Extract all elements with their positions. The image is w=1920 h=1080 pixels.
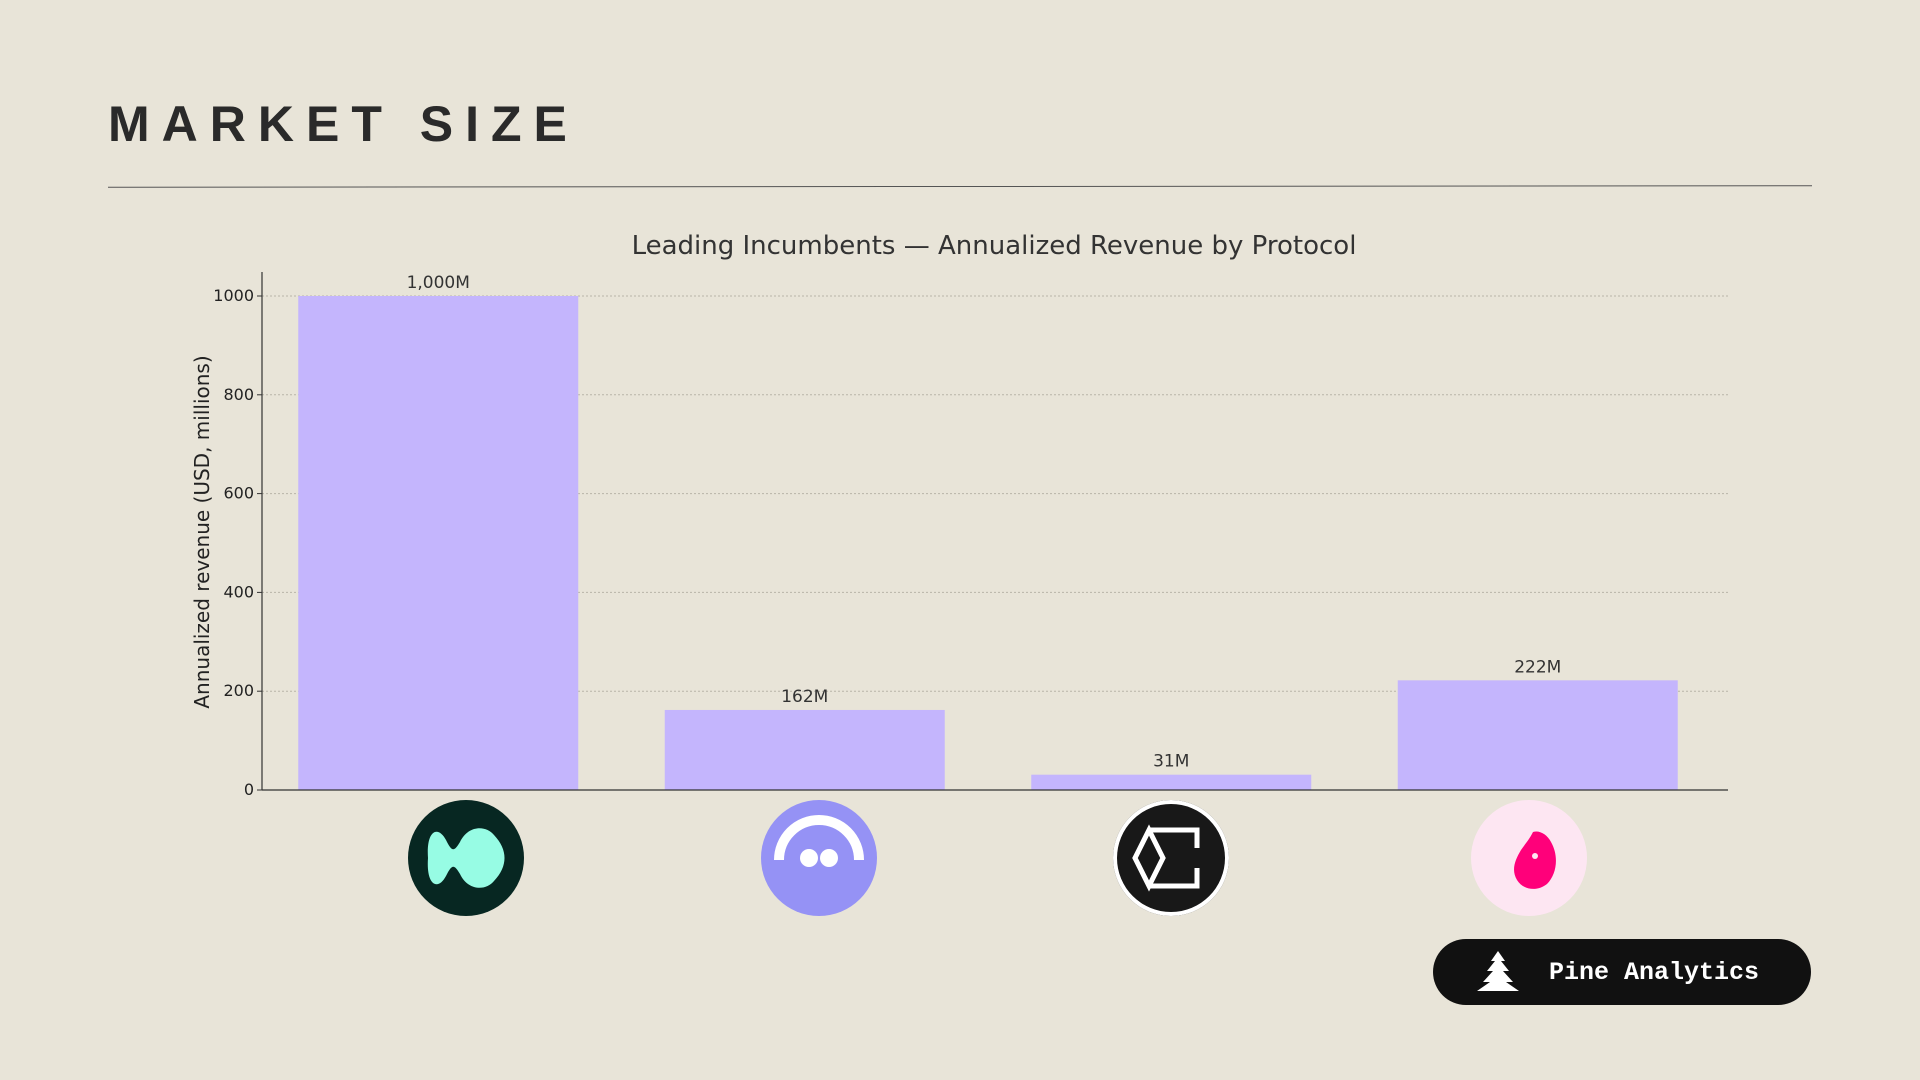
bar-ethena bbox=[1031, 774, 1312, 790]
pine-tree-icon bbox=[1477, 951, 1519, 991]
y-tick-label: 200 bbox=[223, 681, 254, 700]
uniswap-logo-icon bbox=[1471, 800, 1587, 916]
bar-hyperliquid bbox=[298, 296, 579, 790]
y-tick-label: 800 bbox=[223, 385, 254, 404]
page-title: MARKET SIZE bbox=[108, 96, 579, 152]
y-tick-label: 400 bbox=[223, 582, 254, 601]
y-tick-label: 0 bbox=[244, 780, 254, 799]
y-axis-label: Annualized revenue (USD, millions) bbox=[190, 355, 214, 708]
pine-analytics-badge[interactable]: Pine Analytics bbox=[1433, 939, 1811, 1005]
data-label: 162M bbox=[781, 687, 828, 707]
pump-logo-icon bbox=[761, 800, 877, 916]
data-label: 1,000M bbox=[407, 273, 470, 293]
hyperliquid-logo-icon bbox=[408, 800, 524, 916]
y-tick-label: 1000 bbox=[213, 286, 254, 305]
badge-label: Pine Analytics bbox=[1549, 957, 1760, 987]
bar-uniswap bbox=[1397, 680, 1678, 790]
ethena-logo-icon bbox=[1113, 800, 1229, 916]
chart-title: Leading Incumbents — Annualized Revenue … bbox=[632, 231, 1357, 261]
bar-pump-fun bbox=[664, 709, 945, 790]
data-label: 222M bbox=[1514, 657, 1561, 677]
data-label: 31M bbox=[1153, 752, 1189, 772]
y-tick-label: 600 bbox=[223, 484, 254, 503]
